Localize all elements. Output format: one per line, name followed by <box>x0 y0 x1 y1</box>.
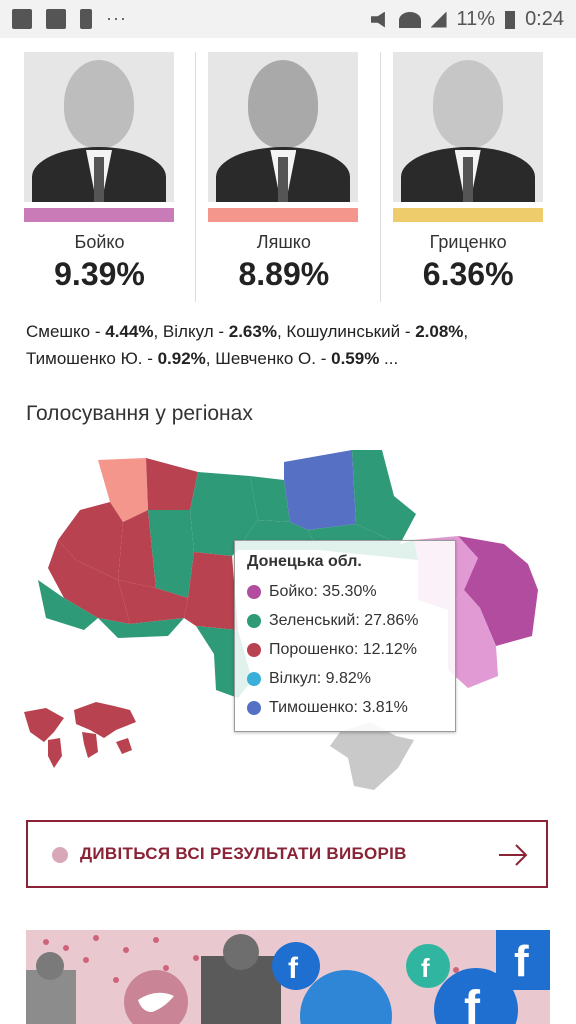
more-notifications-icon: ··· <box>106 8 127 28</box>
candidate-percent: 9.39% <box>54 256 145 292</box>
world-map <box>24 702 136 768</box>
tooltip-row: Порошенко: 12.12% <box>247 639 417 661</box>
svg-text:f: f <box>514 937 529 986</box>
image-icon <box>12 8 32 29</box>
other-candidates: Смешко - 4.44%, Вілкул - 2.63%, Кошулинс… <box>26 322 469 368</box>
candidate-photo <box>24 52 174 202</box>
status-right: 11% 0:24 <box>370 8 564 31</box>
map-region[interactable] <box>48 540 130 624</box>
facebook-icon <box>46 8 66 29</box>
battery-icon <box>505 10 516 29</box>
map-region[interactable] <box>250 476 290 522</box>
candidate-percent: 6.36% <box>422 256 514 292</box>
candidate-name: Бойко <box>74 232 125 252</box>
candidate-cards: Бойко 9.39% Ляшко 8.89% Гриценко 6.36% <box>12 52 564 302</box>
tooltip-row: Зеленський: 27.86% <box>247 610 418 632</box>
candidate-color-bar <box>208 208 359 222</box>
facebook-icon <box>272 942 320 990</box>
map-region[interactable] <box>146 458 198 510</box>
candidate-color-bar <box>24 208 174 222</box>
facebook-icon <box>496 930 550 990</box>
candidate-card: Бойко 9.39% <box>12 52 195 302</box>
all-results-label: ДИВІТЬСЯ ВСІ РЕЗУЛЬТАТИ ВИБОРІВ <box>80 844 407 863</box>
map-region[interactable] <box>98 618 184 638</box>
candidate-card: Ляшко 8.89% <box>195 52 379 302</box>
svg-text:f: f <box>464 982 481 1024</box>
map-region[interactable] <box>184 552 238 630</box>
tooltip-row: Тимошенко: 3.81% <box>247 697 408 719</box>
map-region[interactable] <box>58 502 123 580</box>
promo-artwork: f f f f <box>26 930 550 1024</box>
map-region[interactable] <box>352 450 416 544</box>
map-region[interactable] <box>38 580 98 630</box>
candidate-name: Гриценко <box>429 232 507 252</box>
candidate-name: Ляшко <box>256 232 311 252</box>
signal-icon <box>430 11 447 28</box>
tooltip-title: Донецька обл. <box>247 553 362 570</box>
map-region[interactable] <box>284 450 356 530</box>
status-bar: ··· 11% 0:24 <box>0 0 576 38</box>
legend-dot <box>247 672 261 686</box>
candidate-color-bar <box>392 208 543 222</box>
region-tooltip: Донецька обл. Бойко: 35.30% Зеленський: … <box>234 540 456 732</box>
section-title: Голосування у регіонах <box>26 402 253 425</box>
legend-dot <box>247 701 261 715</box>
arrow-right-icon <box>499 844 528 866</box>
svg-text:f: f <box>421 953 430 983</box>
map-region[interactable] <box>330 722 414 790</box>
map-region[interactable] <box>190 472 258 556</box>
social-promo-banner[interactable]: f f f f <box>26 930 550 1024</box>
tooltip-row: Бойко: 35.30% <box>247 581 377 603</box>
svg-text:f: f <box>288 952 299 985</box>
bullet-dot-icon <box>52 847 68 863</box>
alert-icon <box>80 8 92 29</box>
map-region[interactable] <box>148 510 194 598</box>
status-left-icons: ··· <box>12 8 127 29</box>
candidate-card: Гриценко 6.36% <box>379 52 564 302</box>
facebook-icon <box>406 944 450 988</box>
legend-dot <box>247 614 261 628</box>
map-region[interactable] <box>118 510 156 588</box>
battery-percent: 11% <box>456 8 496 30</box>
legend-dot <box>247 585 261 599</box>
candidate-percent: 8.89% <box>238 256 330 292</box>
map-region[interactable] <box>448 590 498 688</box>
map-region[interactable] <box>118 580 188 624</box>
twitter-icon <box>300 970 392 1024</box>
map-region[interactable] <box>98 458 148 522</box>
wifi-icon <box>398 11 421 28</box>
candidate-photo <box>392 52 543 202</box>
clock: 0:24 <box>525 8 564 30</box>
map-region[interactable] <box>458 536 538 646</box>
candidate-photo <box>208 52 359 202</box>
mute-icon <box>370 11 385 28</box>
all-results-button[interactable]: ДИВІТЬСЯ ВСІ РЕЗУЛЬТАТИ ВИБОРІВ <box>26 820 548 888</box>
tooltip-row: Вілкул: 9.82% <box>247 668 371 690</box>
legend-dot <box>247 643 261 657</box>
